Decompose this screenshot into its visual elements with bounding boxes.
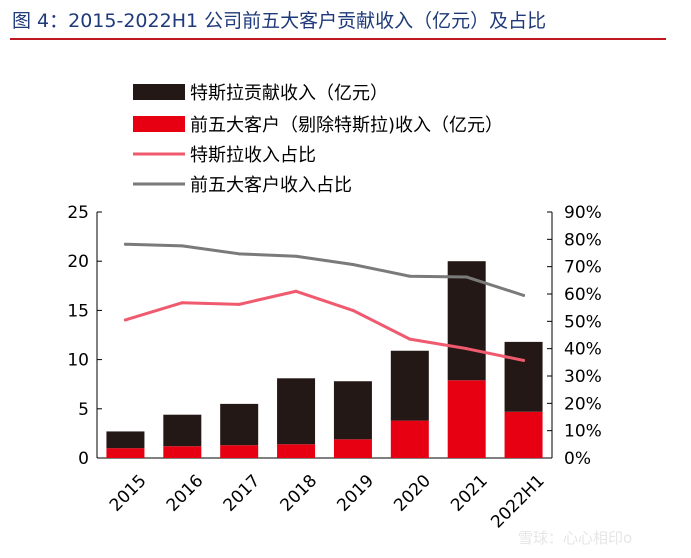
tesla-share-point-2017 [237,302,241,306]
y-right-tick-label: 80% [564,230,602,250]
y-right-tick-label: 20% [564,394,602,414]
bar-tesla-2016 [163,414,202,447]
tesla-share-point-2018 [294,289,298,293]
top5-share-point-2015 [123,242,127,246]
y-right-tick-label: 90% [564,203,602,223]
x-tick-label: 2022H1 [487,471,548,532]
watermark: 雪球：心心相印o [518,529,633,547]
bar-others-2021 [447,380,486,458]
bars [106,261,543,458]
bar-others-2015 [106,448,145,458]
y-right-tick-label: 50% [564,312,602,332]
y-left-tick-label: 20 [67,252,89,272]
bar-tesla-2021 [447,261,486,381]
axes: 0 5 10 15 20 25 0% 10% 20% 30% 40% 50% 60% 70% 80% 90% [67,203,601,469]
y-right-tick-label: 60% [564,285,602,305]
tesla-share-line [123,289,526,362]
legend-label-3: 特斯拉收入占比 [190,145,316,166]
bar-tesla-2017 [220,403,259,446]
figure-title: 图 4：2015-2022H1 公司前五大客户贡献收入（亿元）及占比 [12,10,547,32]
y-left-tick-label: 15 [67,301,89,321]
y-left-tick-label: 25 [67,203,89,223]
legend-swatch-1 [133,84,185,100]
bar-others-2019 [333,439,372,458]
y-left-tick-label: 0 [78,449,89,469]
legend-label-1: 特斯拉贡献收入（亿元） [190,83,388,104]
top5-share-line [123,242,526,297]
tesla-share-point-2016 [180,301,184,305]
bar-others-2018 [277,444,316,458]
top5-share-point-2019 [351,262,355,266]
x-tick-label: 2019 [333,471,378,516]
y-left-tick-label: 5 [78,400,89,420]
x-tick-label: 2016 [163,471,208,516]
bar-others-2022H1 [504,411,543,458]
x-tick-label: 2020 [390,471,435,516]
x-tick-label: 2021 [447,471,492,516]
legend-swatch-2 [133,116,185,132]
tesla-share-point-2021 [465,347,469,351]
top5-share-point-2018 [294,254,298,258]
bar-others-2016 [163,446,202,458]
tesla-share-point-2019 [351,308,355,312]
top5-share-point-2021 [465,275,469,279]
legend-label-2: 前五大客户（剔除特斯拉)收入（亿元） [190,115,503,136]
x-tick-label: 2015 [106,471,151,516]
y-right-tick-label: 30% [564,367,602,387]
bar-others-2020 [390,420,429,458]
x-tick-label: 2017 [220,471,265,516]
x-tick-label: 2018 [276,471,321,516]
top5-share-point-2022H1 [522,293,526,297]
y-right-tick-label: 40% [564,340,602,360]
bar-tesla-2020 [390,350,429,421]
bar-tesla-2018 [277,378,316,445]
bar-tesla-2022H1 [504,341,543,412]
legend-label-4: 前五大客户收入占比 [190,175,352,196]
tesla-share-point-2015 [123,318,127,322]
top5-share-point-2020 [408,274,412,278]
lines [123,242,526,362]
top5-share-point-2016 [180,244,184,248]
bar-others-2017 [220,445,259,458]
title-divider [10,38,666,40]
legend: 特斯拉贡献收入（亿元） 前五大客户（剔除特斯拉)收入（亿元） 特斯拉收入占比前五大客… [133,83,503,196]
tesla-share-point-2020 [408,337,412,341]
y-left-tick-label: 10 [67,351,89,371]
y-right-tick-label: 70% [564,258,602,278]
tesla-share-point-2022H1 [522,358,526,362]
top5-share-point-2017 [237,252,241,256]
y-right-tick-label: 0% [564,449,591,469]
bar-tesla-2015 [106,431,145,449]
y-right-tick-label: 10% [564,422,602,442]
bar-tesla-2019 [333,381,372,440]
